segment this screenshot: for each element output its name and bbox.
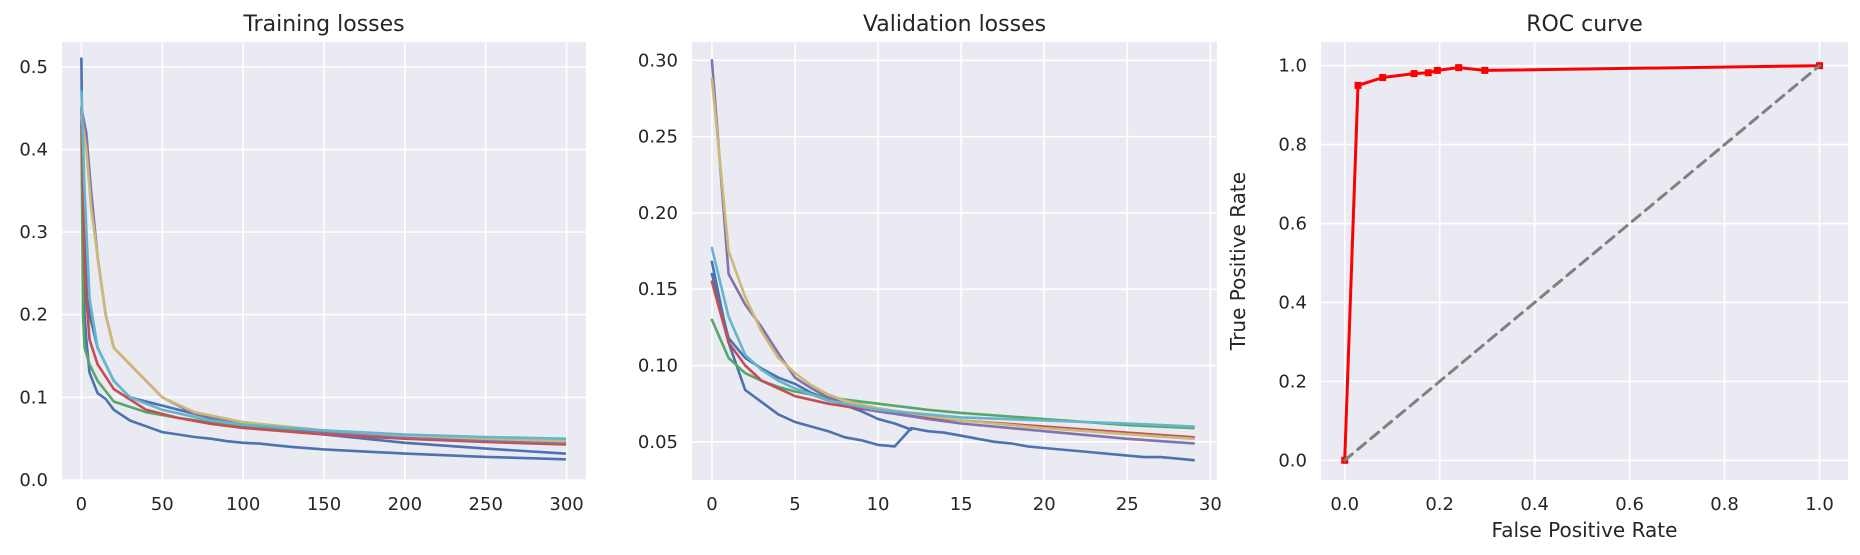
data-point <box>1455 64 1463 72</box>
y-axis-label: True Positive Rate <box>1226 172 1250 351</box>
x-tick-label: 0 <box>706 494 717 515</box>
x-tick-label: 0.0 <box>1330 494 1359 515</box>
x-tick-label: 50 <box>151 494 174 515</box>
chart-title: ROC curve <box>1526 12 1643 37</box>
chart-2: 0 5 10 15 20 25 30 0.05 0.10 0.15 0.20 0.25 0.30 Vali… <box>638 12 1222 515</box>
x-tick-label: 15 <box>950 494 973 515</box>
x-tick-label: 0.2 <box>1425 494 1454 515</box>
series-line-4 <box>710 280 1195 439</box>
series-line-1 <box>710 260 1195 462</box>
chart-title: Validation losses <box>863 12 1046 37</box>
data-point <box>1424 69 1432 77</box>
series-line-1 <box>80 57 567 461</box>
x-tick-label: 250 <box>469 494 503 515</box>
x-tick-label: 30 <box>1199 494 1222 515</box>
x-tick-label: 200 <box>388 494 422 515</box>
y-tick-label: 0.2 <box>1278 371 1307 392</box>
series-line-5 <box>710 58 1195 445</box>
series-group <box>80 57 567 461</box>
x-axis-label: False Positive Rate <box>1492 518 1678 542</box>
plot-area <box>692 42 1217 480</box>
x-tick-label: 5 <box>789 494 800 515</box>
series-line-6 <box>710 77 1195 441</box>
chart-3: 0.0 0.2 0.4 0.6 0.8 1.0 0.0 0.2 0.4 0.6 0.8 1.0 ROC … <box>1226 12 1848 542</box>
series-line-7 <box>710 246 1195 428</box>
data-point <box>1433 66 1441 74</box>
data-point <box>1410 70 1418 78</box>
y-tick-label: 0.30 <box>638 50 678 71</box>
y-tick-label: 1.0 <box>1278 56 1307 77</box>
y-tick-label: 0.25 <box>638 127 678 148</box>
y-tick-label: 0.8 <box>1278 135 1307 156</box>
y-tick-label: 0.05 <box>638 432 678 453</box>
x-tick-label: 1.0 <box>1805 494 1834 515</box>
series-line-2 <box>1343 64 1821 462</box>
y-tick-label: 0.3 <box>19 222 48 243</box>
x-tick-label: 0.4 <box>1520 494 1549 515</box>
y-tick-label: 0.20 <box>638 203 678 224</box>
data-point <box>1379 74 1387 82</box>
x-tick-label: 10 <box>867 494 890 515</box>
y-tick-label: 0.0 <box>1278 450 1307 471</box>
y-tick-label: 0.2 <box>19 305 48 326</box>
chart-title: Training losses <box>242 12 404 37</box>
x-tick-label: 20 <box>1033 494 1056 515</box>
x-tick-label: 0.6 <box>1615 494 1644 515</box>
y-tick-label: 0.4 <box>1278 292 1307 313</box>
series-line-4 <box>80 106 567 446</box>
data-point <box>1354 81 1362 89</box>
x-tick-label: 0.8 <box>1710 494 1739 515</box>
series-group <box>710 58 1195 462</box>
x-tick-label: 0 <box>76 494 87 515</box>
y-tick-label: 0.1 <box>19 387 48 408</box>
x-tick-label: 25 <box>1116 494 1139 515</box>
y-tick-label: 0.5 <box>19 57 48 78</box>
x-tick-label: 150 <box>307 494 341 515</box>
series-group <box>1341 62 1824 464</box>
series-line-2 <box>710 272 913 431</box>
y-tick-label: 0.15 <box>638 279 678 300</box>
chart-1: 0 50 100 150 200 250 300 0.0 0.1 0.2 0.3 0.4 0.5 Trai… <box>19 12 586 515</box>
y-tick-label: 0.10 <box>638 356 678 377</box>
x-tick-label: 300 <box>549 494 583 515</box>
y-tick-label: 0.0 <box>19 470 48 491</box>
y-tick-label: 0.4 <box>19 139 48 160</box>
data-point <box>1481 66 1489 74</box>
series-line-7 <box>80 90 567 441</box>
x-tick-label: 100 <box>226 494 260 515</box>
y-tick-label: 0.6 <box>1278 214 1307 235</box>
